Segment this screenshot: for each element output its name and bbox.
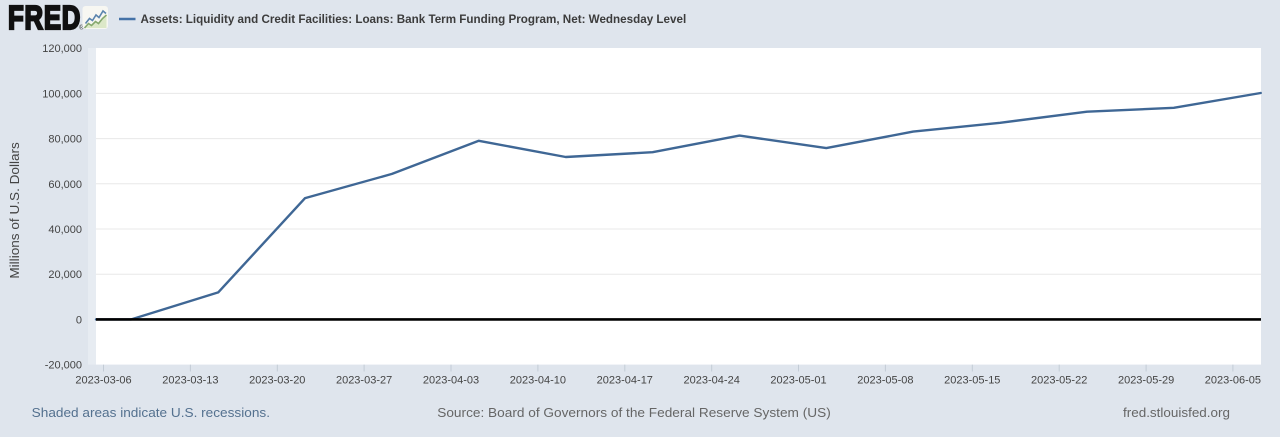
svg-text:2023-03-20: 2023-03-20 [249, 375, 305, 387]
svg-text:2023-05-15: 2023-05-15 [944, 375, 1000, 387]
svg-text:2023-04-17: 2023-04-17 [597, 375, 653, 387]
svg-text:100,000: 100,000 [42, 88, 82, 100]
svg-text:2023-06-05: 2023-06-05 [1205, 375, 1261, 387]
svg-text:2023-04-03: 2023-04-03 [423, 375, 479, 387]
svg-text:2023-03-06: 2023-03-06 [75, 375, 131, 387]
svg-text:2023-03-13: 2023-03-13 [162, 375, 218, 387]
svg-text:FRED: FRED [8, 0, 81, 37]
svg-text:Source: Board of Governors of: Source: Board of Governors of the Federa… [437, 405, 831, 420]
svg-text:2023-05-01: 2023-05-01 [770, 375, 826, 387]
svg-text:0: 0 [76, 314, 82, 326]
svg-text:Assets: Liquidity and Credit F: Assets: Liquidity and Credit Facilities:… [141, 12, 687, 26]
svg-text:2023-05-29: 2023-05-29 [1118, 375, 1174, 387]
svg-text:60,000: 60,000 [48, 179, 82, 191]
svg-text:2023-05-22: 2023-05-22 [1031, 375, 1087, 387]
svg-text:®: ® [79, 25, 84, 32]
svg-text:Millions of U.S. Dollars: Millions of U.S. Dollars [7, 142, 22, 279]
svg-text:-20,000: -20,000 [45, 360, 82, 372]
svg-text:120,000: 120,000 [42, 43, 82, 55]
svg-text:2023-05-08: 2023-05-08 [857, 375, 913, 387]
svg-text:2023-03-27: 2023-03-27 [336, 375, 392, 387]
svg-text:2023-04-24: 2023-04-24 [684, 375, 740, 387]
svg-text:fred.stlouisfed.org: fred.stlouisfed.org [1123, 405, 1230, 420]
svg-text:Shaded areas indicate U.S. rec: Shaded areas indicate U.S. recessions. [32, 405, 270, 420]
svg-text:20,000: 20,000 [48, 269, 82, 281]
svg-text:40,000: 40,000 [48, 224, 82, 236]
svg-text:2023-04-10: 2023-04-10 [510, 375, 566, 387]
svg-text:80,000: 80,000 [48, 134, 82, 146]
